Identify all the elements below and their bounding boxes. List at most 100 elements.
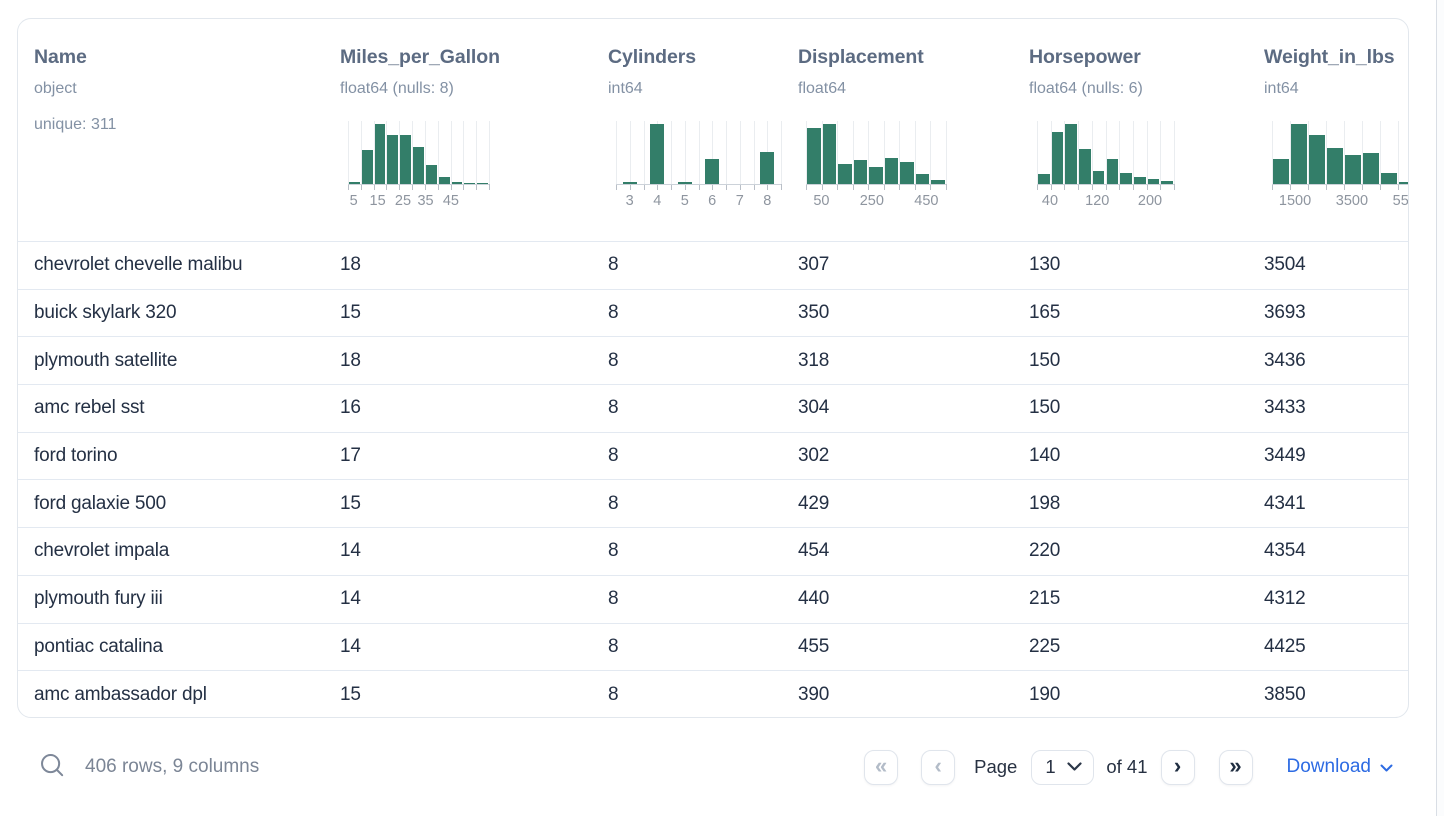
histogram-bar [1345, 155, 1361, 184]
axis-tick [1326, 184, 1327, 190]
cell-horsepower: 130 [1029, 254, 1061, 276]
column-histogram-weight-in-lbs: 1500 3500 5500 [1272, 121, 1409, 216]
table-row[interactable]: plymouth fury iii 14 8 440 215 4312 [18, 576, 1408, 624]
histogram-gridline [1272, 121, 1273, 184]
search-icon [39, 752, 66, 782]
table-row[interactable]: amc rebel sst 16 8 304 150 3433 [18, 385, 1408, 433]
histogram-bar [1291, 124, 1307, 184]
histogram-gridline [698, 121, 700, 184]
histogram-gridline [1308, 121, 1309, 184]
cell-horsepower: 220 [1029, 540, 1061, 562]
cell-miles-per-gallon: 15 [340, 492, 361, 514]
cell-displacement: 350 [798, 302, 830, 324]
cell-displacement: 454 [798, 540, 830, 562]
histogram-gridline [1380, 121, 1381, 184]
histogram-gridline [643, 121, 645, 184]
page-select[interactable]: 1 [1031, 749, 1095, 785]
cell-weight-in-lbs: 3433 [1264, 397, 1306, 419]
axis-baseline [1037, 184, 1174, 185]
histogram-gridline [946, 121, 947, 184]
cell-miles-per-gallon: 14 [340, 635, 361, 657]
table-row[interactable]: buick skylark 320 15 8 350 165 3693 [18, 290, 1408, 338]
histogram-gridline [1037, 121, 1038, 184]
cell-cylinders: 8 [608, 588, 619, 610]
next-page-button[interactable]: › [1160, 749, 1195, 785]
histogram-bar [1051, 132, 1064, 184]
table-row[interactable]: ford galaxie 500 15 8 429 198 4341 [18, 480, 1408, 529]
table-row[interactable]: pontiac catalina 14 8 455 225 4425 [18, 624, 1408, 672]
cell-name: plymouth fury iii [34, 588, 163, 610]
cell-displacement: 304 [798, 397, 830, 419]
column-histogram-horsepower: 40 120 200 [1037, 121, 1175, 216]
axis-tick [1308, 184, 1309, 190]
histogram-gridline [1326, 121, 1327, 184]
axis-tick [1091, 184, 1093, 190]
axis-tick [868, 184, 870, 190]
search-button[interactable] [37, 752, 67, 782]
histogram-bar [425, 165, 437, 184]
histogram-gridline [463, 121, 465, 184]
cell-cylinders: 8 [608, 635, 619, 657]
column-dtype: int64 [608, 80, 643, 97]
axis-tick-label: 5500 [1392, 193, 1409, 209]
axis-tick [1119, 184, 1121, 190]
column-header-cylinders[interactable]: Cylinders int64 3 4 5 6 7 8 [592, 19, 782, 241]
histogram-gridline [1132, 121, 1134, 184]
table-row[interactable]: plymouth satellite 18 8 318 150 3436 [18, 337, 1408, 386]
cell-name: chevrolet chevelle malibu [34, 254, 243, 276]
histogram-gridline [437, 121, 439, 184]
column-header-miles-per-gallon[interactable]: Miles_per_Gallon float64 (nulls: 8) 5 15 25 3… [324, 19, 592, 241]
cell-horsepower: 225 [1029, 635, 1061, 657]
histogram-gridline [1119, 121, 1121, 184]
histogram-gridline [1344, 121, 1345, 184]
histogram-bar [1079, 149, 1091, 184]
column-title: Weight_in_lbs [1264, 46, 1395, 68]
cell-name: buick skylark 320 [34, 302, 177, 324]
column-title: Cylinders [608, 46, 696, 68]
axis-tick [424, 184, 426, 190]
table-row[interactable]: chevrolet impala 14 8 454 220 4354 [18, 528, 1408, 576]
histogram-gridline [386, 121, 388, 184]
column-header-displacement[interactable]: Displacement float64 50 250 450 [782, 19, 1013, 241]
cell-name: ford galaxie 500 [34, 492, 167, 514]
axis-tick [1398, 184, 1399, 190]
first-page-button[interactable]: « [864, 749, 899, 785]
cell-displacement: 429 [798, 492, 830, 514]
histogram-gridline [1362, 121, 1363, 184]
axis-tick [899, 184, 901, 190]
axis-tick-label: 15 [369, 193, 386, 209]
axis-tick [1174, 184, 1175, 190]
histogram-gridline [821, 121, 823, 184]
axis-tick [781, 184, 782, 190]
cell-name: pontiac catalina [34, 635, 163, 657]
download-label: Download [1286, 756, 1372, 777]
axis-tick [489, 184, 490, 190]
cell-weight-in-lbs: 3449 [1264, 445, 1306, 467]
prev-page-button[interactable]: ‹ [921, 749, 956, 785]
histogram-bar [650, 124, 665, 184]
histogram-gridline [1146, 121, 1148, 184]
axis-tick-label: 7 [735, 193, 744, 209]
histogram-bar [1120, 173, 1132, 184]
column-dtype: float64 (nulls: 6) [1029, 80, 1143, 97]
histogram-bar [622, 182, 637, 184]
page-select-value: 1 [1045, 756, 1056, 777]
cell-weight-in-lbs: 3693 [1264, 302, 1306, 324]
table-row[interactable]: amc ambassador dpl 15 8 390 190 3850 [18, 671, 1408, 717]
cell-miles-per-gallon: 18 [340, 254, 361, 276]
histogram-bar [1147, 179, 1160, 184]
cell-weight-in-lbs: 4312 [1264, 588, 1306, 610]
axis-tick [1078, 184, 1080, 190]
column-dtype: object [34, 80, 77, 97]
axis-tick-label: 250 [859, 193, 884, 209]
column-header-horsepower[interactable]: Horsepower float64 (nulls: 6) 40 120 200 [1013, 19, 1248, 241]
axis-tick [821, 184, 823, 190]
axis-tick-label: 50 [813, 193, 830, 209]
last-page-button[interactable]: » [1218, 749, 1253, 785]
table-row[interactable]: chevrolet chevelle malibu 18 8 307 130 3504 [18, 242, 1408, 290]
table-row[interactable]: ford torino 17 8 302 140 3449 [18, 433, 1408, 481]
download-button[interactable]: Download [1287, 756, 1394, 778]
cell-horsepower: 190 [1029, 684, 1061, 706]
column-header-weight-in-lbs[interactable]: Weight_in_lbs int64 1500 3500 5500 [1248, 19, 1409, 241]
column-header-name[interactable]: Name object unique: 311 [18, 19, 324, 241]
